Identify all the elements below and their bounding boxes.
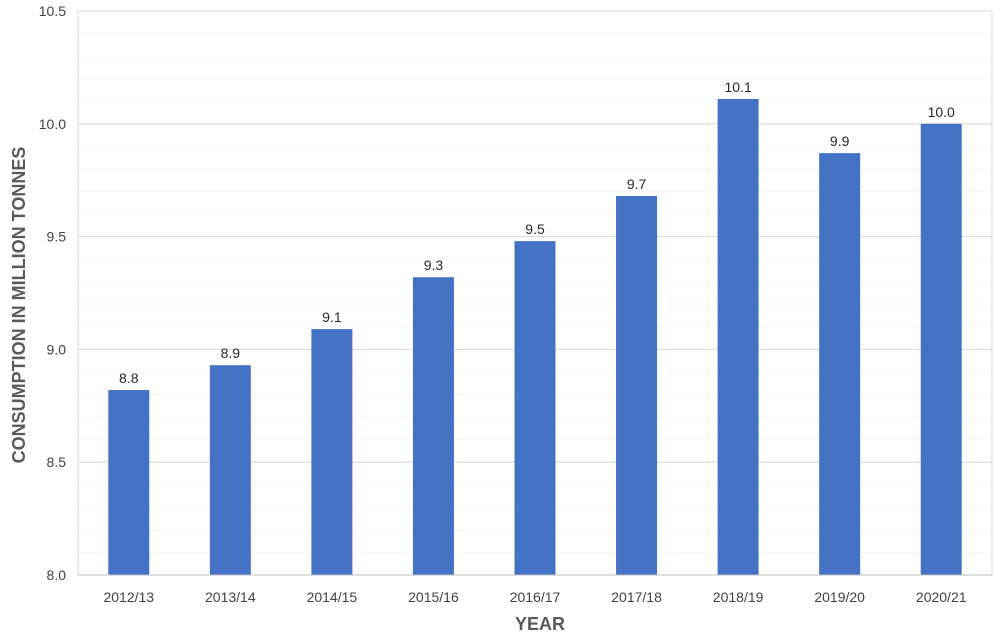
x-tick-label: 2016/17 bbox=[510, 589, 561, 605]
x-tick-label: 2015/16 bbox=[408, 589, 459, 605]
bar bbox=[717, 98, 759, 575]
y-tick-label: 10.0 bbox=[39, 116, 66, 132]
bar bbox=[209, 365, 251, 575]
data-label: 8.8 bbox=[119, 370, 139, 386]
y-tick-label: 9.0 bbox=[47, 341, 67, 357]
data-label: 8.9 bbox=[221, 345, 241, 361]
x-tick-label: 2018/19 bbox=[713, 589, 764, 605]
data-label: 9.7 bbox=[627, 176, 647, 192]
bar bbox=[412, 277, 454, 575]
x-tick-label: 2013/14 bbox=[205, 589, 256, 605]
data-label: 9.3 bbox=[424, 257, 444, 273]
data-label: 10.1 bbox=[724, 79, 751, 95]
x-tick-label: 2019/20 bbox=[814, 589, 865, 605]
bar bbox=[616, 195, 658, 575]
y-tick-label: 8.0 bbox=[47, 567, 67, 583]
bar bbox=[819, 153, 861, 576]
data-label: 10.0 bbox=[928, 104, 955, 120]
x-tick-label: 2014/15 bbox=[307, 589, 358, 605]
x-tick-label: 2012/13 bbox=[103, 589, 154, 605]
bar bbox=[514, 241, 556, 575]
bars bbox=[108, 98, 962, 576]
bar bbox=[311, 329, 353, 575]
y-tick-label: 9.5 bbox=[47, 229, 67, 245]
y-axis-ticks: 8.0 8.5 9.0 9.5 10.0 10.5 bbox=[39, 3, 66, 583]
data-label: 9.1 bbox=[322, 309, 342, 325]
data-labels: 8.8 8.9 9.1 9.3 9.5 9.7 10.1 9.9 10.0 bbox=[119, 79, 955, 386]
x-axis-title: YEAR bbox=[515, 614, 565, 634]
data-label: 9.5 bbox=[525, 221, 545, 237]
bar bbox=[920, 123, 962, 576]
x-tick-label: 2017/18 bbox=[611, 589, 662, 605]
bar bbox=[108, 390, 150, 575]
data-label: 9.9 bbox=[830, 133, 850, 149]
y-tick-label: 8.5 bbox=[47, 454, 67, 470]
y-tick-label: 10.5 bbox=[39, 3, 66, 19]
x-tick-label: 2020/21 bbox=[916, 589, 967, 605]
x-axis-ticks: 2012/13 2013/14 2014/15 2015/16 2016/17 2017/… bbox=[103, 589, 966, 605]
y-axis-title: CONSUMPTION IN MILLION TONNES bbox=[9, 147, 29, 464]
